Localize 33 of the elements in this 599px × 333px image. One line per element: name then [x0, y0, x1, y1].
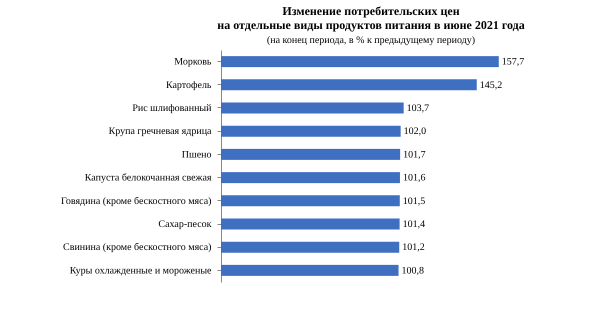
- data-label: 101,2: [402, 242, 425, 254]
- y-tick-label: Крупа гречневая ядрица: [108, 126, 212, 138]
- text: на отдельные виды продуктов питания в июне 2021 года: [217, 18, 525, 32]
- data-label: 145,2: [480, 80, 502, 91]
- y-tick-label: Сахар-песок: [158, 219, 212, 230]
- y-tick-label: Пшено: [182, 149, 212, 160]
- bar: [221, 102, 404, 114]
- bar: [221, 148, 400, 160]
- data-label: 101,7: [403, 149, 426, 160]
- bar: [221, 79, 477, 90]
- bar: [221, 218, 400, 230]
- y-tick-label: Рис шлифованный: [132, 103, 212, 114]
- chart-subtitle: (на конец периода, в % к предыдущему периоду): [266, 35, 476, 46]
- text: Изменение потребительских цен: [282, 4, 460, 18]
- bar: [221, 195, 400, 206]
- y-tick-label: Капуста белокочанная свежая: [84, 172, 212, 184]
- data-label: 102,0: [404, 126, 426, 138]
- data-label: 157,7: [502, 56, 524, 68]
- bar: [221, 242, 400, 253]
- data-label: 103,7: [406, 103, 430, 114]
- y-tick-label: Свинина (кроме бескостного мяса): [63, 242, 212, 254]
- data-label: 100,8: [402, 265, 424, 276]
- y-tick-label: Куры охлажденные и мороженые: [70, 265, 212, 276]
- data-label: 101,6: [402, 172, 426, 184]
- data-label: 101,4: [402, 219, 426, 230]
- y-tick-label: Морковь: [174, 56, 212, 68]
- bar: [221, 126, 401, 137]
- bar: [221, 264, 399, 276]
- y-tick-label: Картофель: [166, 80, 212, 91]
- y-tick-label: Говядина (кроме бескостного мяса): [60, 196, 212, 207]
- bar: [221, 172, 400, 184]
- data-label: 101,5: [402, 196, 426, 207]
- bar: [221, 56, 499, 68]
